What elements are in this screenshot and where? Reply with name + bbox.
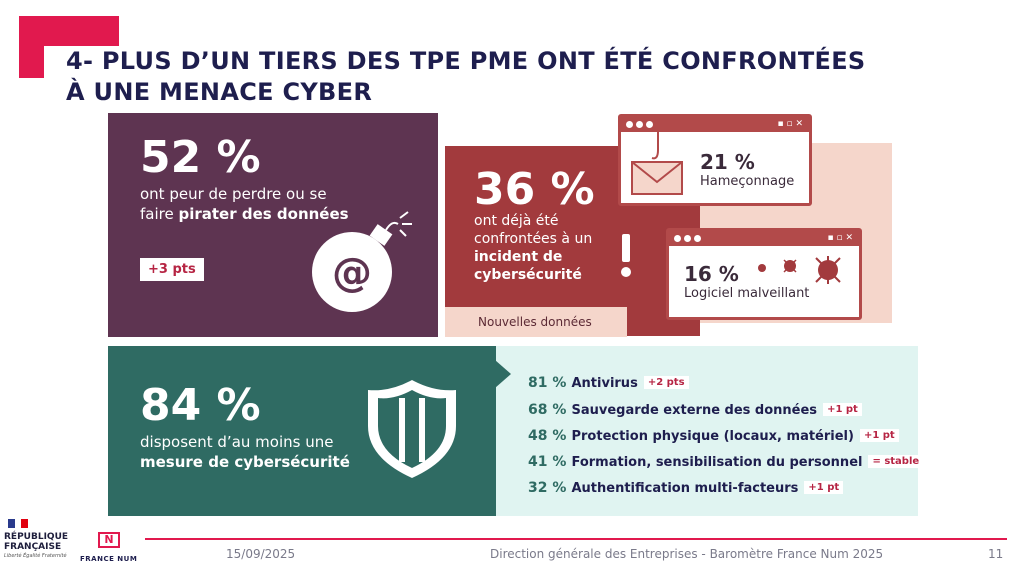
measure-row-3: 48 % Protection physique (locaux, matéri… xyxy=(528,425,899,445)
incident-percentage: 36 % xyxy=(474,164,595,215)
fear-badge: +3 pts xyxy=(140,258,204,281)
phishing-window: ▪ ▫ ✕ xyxy=(618,114,812,206)
footer-page-number: 11 xyxy=(988,547,1004,561)
footer-divider xyxy=(145,538,1007,540)
virus-icon xyxy=(758,256,841,284)
measures-percentage: 84 % xyxy=(140,380,261,431)
page-title-line-2: À UNE MENACE CYBER xyxy=(66,78,373,106)
incident-description-line-2: confrontées à un xyxy=(474,231,593,247)
incident-description-line-1: ont déjà été xyxy=(474,213,559,229)
malware-label: Logiciel malveillant xyxy=(684,286,810,301)
new-data-label: Nouvelles données xyxy=(478,315,592,329)
bomb-at-icon: @ xyxy=(312,211,412,312)
measures-arrow xyxy=(495,360,511,388)
footer-date: 15/09/2025 xyxy=(226,547,296,561)
exclamation-icon xyxy=(621,234,631,277)
incident-description-line-3: incident de xyxy=(474,249,563,265)
measure-row-4: 41 % Formation, sensibilisation du perso… xyxy=(528,451,924,471)
france-num-label: FRANCE NUM xyxy=(80,555,138,563)
measure-row-5: 32 % Authentification multi-facteurs +1 p… xyxy=(528,477,844,497)
france-num-logo: N xyxy=(98,532,120,548)
fear-percentage: 52 % xyxy=(140,132,261,183)
phishing-window-bar: ▪ ▫ ✕ xyxy=(621,117,809,132)
phishing-label: Hameçonnage xyxy=(700,174,795,189)
window-controls-icon: ▪ ▫ ✕ xyxy=(777,119,803,129)
republique-line-1: RÉPUBLIQUE xyxy=(4,532,69,542)
title-background xyxy=(44,46,844,110)
malware-window-bar: ▪ ▫ ✕ xyxy=(669,231,859,246)
new-data-label-box xyxy=(445,307,627,337)
measures-list-panel xyxy=(492,346,918,516)
republique-motto: Liberté Égalité Fraternité xyxy=(4,553,67,559)
french-flag-icon xyxy=(8,519,29,528)
phishing-percentage: 21 % xyxy=(700,150,755,174)
measures-description-line-2: mesure de cybersécurité xyxy=(140,453,350,471)
republique-line-2: FRANÇAISE xyxy=(4,542,62,552)
footer-source: Direction générale des Entreprises - Bar… xyxy=(490,547,884,561)
malware-percentage: 16 % xyxy=(684,262,739,286)
incident-description-line-4: cybersécurité xyxy=(474,267,582,283)
measure-row-2: 68 % Sauvegarde externe des données +1 pt xyxy=(528,399,862,419)
svg-text:@: @ xyxy=(332,250,372,296)
page-title-line-1: 4- PLUS D’UN TIERS DES TPE PME ONT ÉTÉ C… xyxy=(66,47,866,75)
window-controls-icon: ▪ ▫ ✕ xyxy=(827,233,853,243)
envelope-hook-icon xyxy=(631,128,683,195)
measures-description-line-1: disposent d’au moins une xyxy=(140,433,334,451)
shield-icon xyxy=(368,380,456,478)
fear-block xyxy=(108,113,438,337)
fear-description-line-1: ont peur de perdre ou se xyxy=(140,185,327,203)
measure-row-1: 81 % Antivirus +2 pts xyxy=(528,372,689,392)
fear-description-line-2: faire pirater des données xyxy=(140,205,349,223)
